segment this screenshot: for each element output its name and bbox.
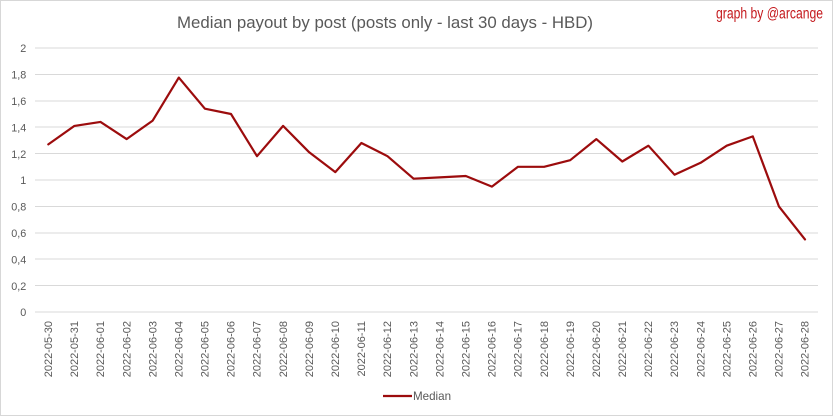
svg-text:2022-06-17: 2022-06-17 [513,321,525,377]
svg-text:0,8: 0,8 [11,202,26,214]
svg-text:2022-06-24: 2022-06-24 [695,321,707,377]
svg-text:2022-06-14: 2022-06-14 [434,321,446,377]
svg-text:2022-06-01: 2022-06-01 [95,321,107,377]
svg-text:2022-06-28: 2022-06-28 [800,321,812,377]
svg-text:2022-06-11: 2022-06-11 [356,321,368,376]
svg-text:1,6: 1,6 [11,96,26,108]
svg-text:2022-06-13: 2022-06-13 [408,321,420,377]
svg-text:2022-06-10: 2022-06-10 [330,321,342,377]
svg-text:2022-06-06: 2022-06-06 [226,321,238,377]
svg-text:2022-06-18: 2022-06-18 [539,321,551,377]
svg-text:Median: Median [413,390,451,403]
svg-text:1,4: 1,4 [11,122,26,134]
svg-text:2: 2 [20,43,26,55]
svg-text:2022-06-12: 2022-06-12 [382,321,394,377]
svg-text:2022-06-03: 2022-06-03 [147,321,159,377]
svg-text:2022-06-04: 2022-06-04 [174,321,186,377]
svg-text:2022-06-22: 2022-06-22 [643,321,655,377]
svg-text:graph by @arcange: graph by @arcange [716,6,823,23]
svg-text:2022-06-07: 2022-06-07 [252,321,264,377]
svg-text:0,2: 0,2 [11,281,26,293]
svg-text:2022-06-21: 2022-06-21 [617,321,629,377]
svg-text:2022-06-27: 2022-06-27 [774,321,786,377]
svg-text:2022-06-05: 2022-06-05 [200,321,212,377]
svg-text:2022-06-16: 2022-06-16 [487,321,499,377]
svg-text:2022-06-20: 2022-06-20 [591,321,603,377]
svg-text:2022-06-15: 2022-06-15 [461,321,473,377]
svg-text:Median payout by post (posts o: Median payout by post (posts only - last… [177,14,593,32]
svg-text:2022-06-09: 2022-06-09 [304,321,316,377]
svg-text:1,8: 1,8 [11,70,26,82]
svg-text:0,4: 0,4 [11,254,26,266]
svg-text:0,6: 0,6 [11,228,26,240]
svg-text:2022-06-02: 2022-06-02 [121,321,133,377]
svg-text:2022-05-31: 2022-05-31 [69,321,81,377]
svg-text:2022-06-08: 2022-06-08 [278,321,290,377]
svg-text:2022-05-30: 2022-05-30 [43,321,55,377]
svg-text:2022-06-25: 2022-06-25 [721,321,733,377]
svg-text:1,2: 1,2 [11,149,26,161]
svg-text:2022-06-19: 2022-06-19 [565,321,577,377]
svg-text:2022-06-23: 2022-06-23 [669,321,681,377]
svg-text:0: 0 [20,307,26,319]
svg-text:1: 1 [20,175,26,187]
svg-text:2022-06-26: 2022-06-26 [748,321,760,377]
